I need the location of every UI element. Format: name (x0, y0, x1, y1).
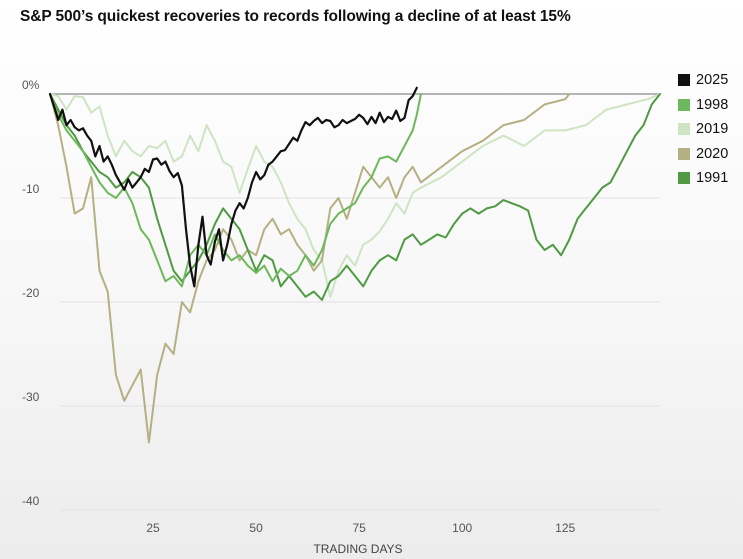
x-axis-title: TRADING DAYS (313, 542, 402, 556)
legend-label: 2025 (696, 72, 729, 89)
x-axis-labels: 25 50 75 100 125 (146, 521, 575, 535)
legend-label: 1998 (696, 96, 729, 113)
legend-item-2020: 2020 (678, 142, 728, 167)
legend-swatch (678, 147, 690, 160)
x-tick-label: 125 (555, 521, 575, 535)
legend-item-2025: 2025 (678, 68, 728, 93)
legend-swatch (678, 123, 690, 136)
legend-item-1998: 1998 (678, 93, 728, 118)
x-tick-label: 25 (146, 521, 160, 535)
x-tick-label: 100 (452, 521, 472, 535)
series-line-2025 (48, 86, 418, 288)
y-tick-label: -40 (22, 494, 40, 508)
series-line-1991 (49, 93, 661, 301)
y-tick-label: -30 (22, 390, 40, 404)
series-lines (48, 86, 661, 444)
y-axis-labels: 0% -10 -20 -30 -40 (22, 78, 40, 508)
y-tick-label: -20 (22, 286, 40, 300)
x-tick-label: 75 (352, 521, 366, 535)
legend-swatch (678, 74, 690, 87)
legend-item-1991: 1991 (678, 166, 728, 191)
series-line-2020 (49, 93, 571, 444)
legend-swatch (678, 98, 690, 111)
legend-item-2019: 2019 (678, 117, 728, 142)
legend-label: 2019 (696, 121, 729, 138)
series-line-2019 (49, 93, 661, 298)
gridlines (50, 93, 660, 511)
legend-label: 1991 (696, 170, 729, 187)
y-tick-label: -10 (22, 182, 40, 196)
legend-label: 2020 (696, 145, 729, 162)
chart-legend: 2025 1998 2019 2020 1991 (678, 68, 728, 191)
chart-title: S&P 500’s quickest recoveries to records… (20, 8, 571, 25)
y-tick-label: 0% (22, 78, 40, 92)
series-line-1998 (49, 93, 422, 288)
x-tick-label: 50 (249, 521, 263, 535)
legend-swatch (678, 172, 690, 185)
